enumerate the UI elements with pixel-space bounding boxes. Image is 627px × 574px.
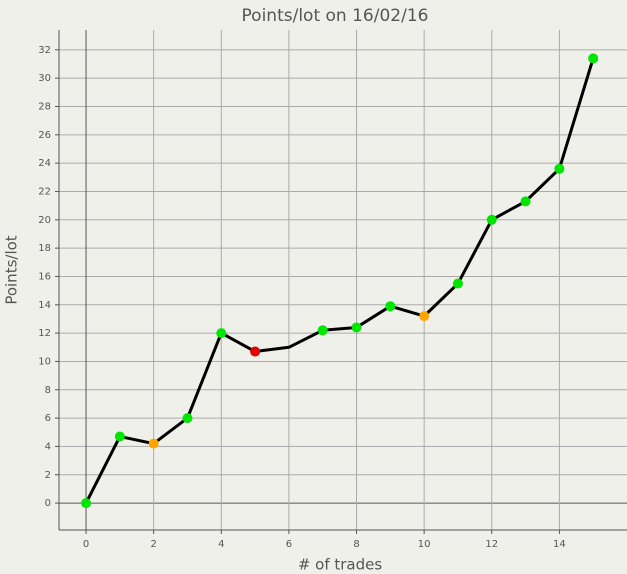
x-tick-label: 2 xyxy=(150,539,156,550)
y-tick-label: 18 xyxy=(38,243,51,254)
y-tick-label: 4 xyxy=(45,441,51,452)
x-tick-label: 12 xyxy=(485,539,498,550)
x-tick-label: 10 xyxy=(418,539,431,550)
line xyxy=(84,57,595,504)
point xyxy=(520,196,531,207)
chart-title: Points/lot on 16/02/16 xyxy=(242,6,429,26)
point xyxy=(250,346,261,357)
y-tick-label: 6 xyxy=(45,413,51,424)
y-tick-label: 16 xyxy=(38,271,51,282)
point xyxy=(588,53,599,64)
point xyxy=(385,301,396,312)
y-tick-label: 20 xyxy=(38,215,51,226)
x-tick-label: 0 xyxy=(83,539,89,550)
y-tick-label: 0 xyxy=(45,498,51,509)
y-tick-label: 22 xyxy=(38,186,51,197)
point xyxy=(182,413,193,424)
point xyxy=(419,311,430,322)
y-axis-label: Points/lot xyxy=(3,235,21,304)
y-tick-label: 28 xyxy=(38,101,51,112)
point xyxy=(114,431,125,442)
point xyxy=(554,163,565,174)
point xyxy=(216,328,227,339)
point xyxy=(351,322,362,333)
x-tick-label: 8 xyxy=(353,539,359,550)
x-tick-label: 14 xyxy=(553,539,566,550)
point xyxy=(81,498,92,509)
x-axis-label: # of trades xyxy=(298,556,383,574)
point xyxy=(486,214,497,225)
point xyxy=(452,278,463,289)
y-tick-label: 2 xyxy=(45,470,51,481)
y-tick-label: 30 xyxy=(38,73,51,84)
point xyxy=(317,325,328,336)
y-tick-label: 12 xyxy=(38,328,51,339)
x-tick-label: 6 xyxy=(286,539,292,550)
y-tick-label: 26 xyxy=(38,130,51,141)
y-tick-label: 32 xyxy=(38,45,51,56)
y-tick-label: 8 xyxy=(45,385,51,396)
point xyxy=(148,438,159,449)
x-tick-label: 4 xyxy=(218,539,224,550)
y-tick-label: 14 xyxy=(38,300,51,311)
y-tick-label: 10 xyxy=(38,356,51,367)
y-tick-label: 24 xyxy=(38,158,51,169)
